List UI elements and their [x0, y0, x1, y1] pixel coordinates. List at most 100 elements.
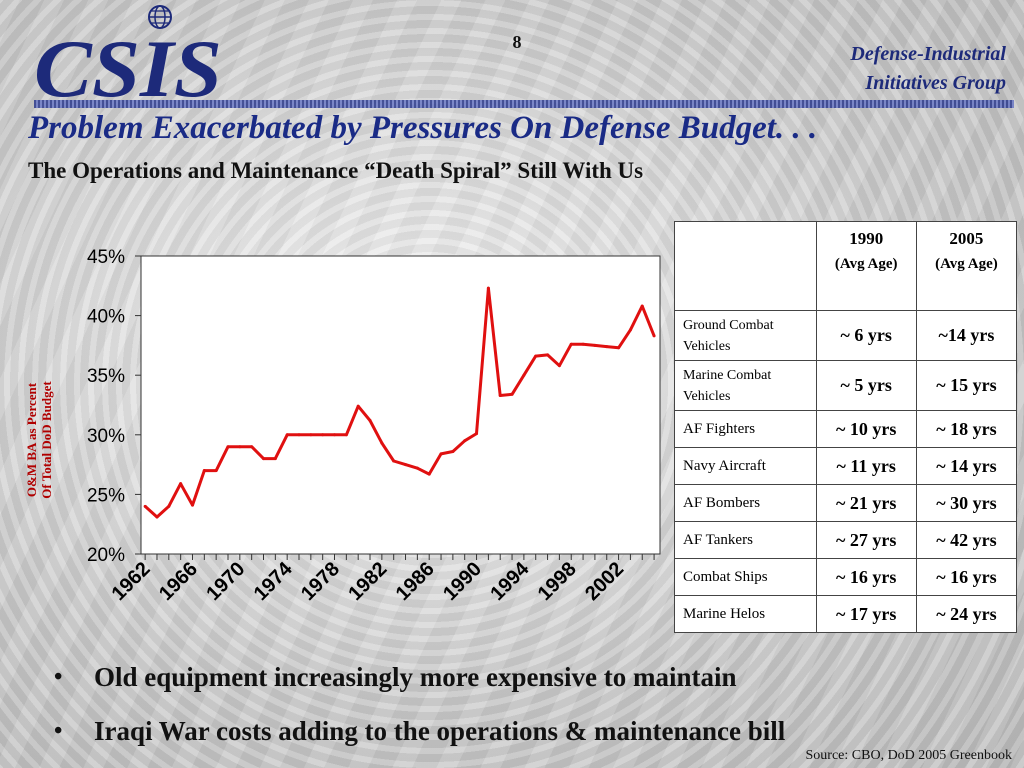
row-value-2005: ~ 14 yrs — [915, 447, 1018, 485]
header-1990-sub: (Avg Age) — [834, 256, 898, 272]
table-row: Navy Aircraft ~ 11 yrs ~ 14 yrs — [674, 447, 1018, 485]
data-point — [439, 452, 443, 456]
plot-area — [140, 255, 661, 555]
table-row: AF Tankers ~ 27 yrs ~ 42 yrs — [674, 521, 1018, 559]
slide-subtitle: The Operations and Maintenance “Death Sp… — [28, 158, 644, 183]
row-label: AF Bombers — [674, 484, 817, 522]
x-tick-label: 1990 — [439, 558, 486, 605]
row-value-1990: ~ 10 yrs — [815, 410, 917, 448]
data-point — [463, 439, 467, 443]
data-point — [510, 392, 514, 396]
source-note: Source: CBO, DoD 2005 Greenbook — [805, 748, 1012, 763]
page-number: 8 — [512, 32, 522, 52]
y-axis-label: O&M BA as Percent Of Total DoD Budget — [14, 330, 64, 550]
row-label: Ground Combat Vehicles — [674, 310, 817, 361]
data-point — [593, 343, 597, 347]
x-tick-label: 1966 — [155, 558, 202, 605]
bullet-item: • Old equipment increasingly more expens… — [54, 650, 785, 704]
x-tick-label: 1994 — [486, 557, 534, 605]
data-point — [486, 286, 490, 290]
row-value-2005: ~ 18 yrs — [915, 410, 1018, 448]
data-point — [451, 449, 455, 453]
x-tick-label: 1970 — [202, 558, 249, 605]
data-point — [309, 433, 313, 437]
slide-title: Problem Exacerbated by Pressures On Defe… — [28, 110, 818, 146]
data-point — [415, 466, 419, 470]
bullet-list: • Old equipment increasingly more expens… — [54, 650, 785, 758]
group-name-line1: Defense-Industrial — [850, 43, 1006, 65]
y-tick-label: 20% — [87, 545, 125, 566]
row-value-1990: ~ 5 yrs — [815, 360, 917, 411]
data-point — [321, 433, 325, 437]
y-axis: 20% 25% 30% 35% 40% 45% — [87, 247, 141, 566]
row-value-1990: ~ 27 yrs — [815, 521, 917, 559]
data-point — [475, 432, 479, 436]
data-point — [285, 433, 289, 437]
row-value-1990: ~ 21 yrs — [815, 484, 917, 522]
row-value-1990: ~ 11 yrs — [815, 447, 917, 485]
logo-text: CSIS — [34, 23, 222, 104]
row-label: Marine Combat Vehicles — [674, 360, 817, 411]
bullet-text: Iraqi War costs adding to the operations… — [94, 716, 786, 746]
header-1990: 1990 (Avg Age) — [815, 221, 917, 311]
group-name: Defense-Industrial Initiatives Group — [850, 40, 1006, 98]
y-tick-label: 35% — [87, 366, 125, 387]
row-value-2005: ~14 yrs — [915, 310, 1018, 361]
table-header-row: 1990 (Avg Age) 2005 (Avg Age) — [674, 221, 1018, 311]
data-point — [380, 441, 384, 445]
data-point — [392, 459, 396, 463]
data-point — [297, 433, 301, 437]
table-row: AF Bombers ~ 21 yrs ~ 30 yrs — [674, 484, 1018, 522]
x-tick-label: 1978 — [297, 558, 344, 605]
data-point — [581, 342, 585, 346]
y-tick-label: 40% — [87, 307, 125, 328]
data-point — [202, 469, 206, 473]
row-label: AF Fighters — [674, 410, 817, 448]
x-tick-label: 1986 — [392, 558, 439, 605]
row-label: AF Tankers — [674, 521, 817, 559]
data-point — [273, 457, 277, 461]
om-series-line — [144, 286, 656, 519]
data-point — [404, 463, 408, 467]
header-1990-year: 1990 — [849, 229, 884, 248]
data-point — [628, 328, 632, 332]
data-point — [179, 482, 183, 486]
equipment-age-table: 1990 (Avg Age) 2005 (Avg Age) Ground Com… — [674, 221, 1018, 633]
data-point — [356, 404, 360, 408]
data-point — [498, 393, 502, 397]
row-value-1990: ~ 6 yrs — [815, 310, 917, 361]
table-row: Combat Ships ~ 16 yrs ~ 16 yrs — [674, 558, 1018, 596]
x-axis: 1962 1966 1970 1974 1978 1982 1986 1990 1994 1998… — [108, 554, 655, 605]
row-label: Marine Helos — [674, 595, 817, 633]
row-label: Navy Aircraft — [674, 447, 817, 485]
data-point — [368, 418, 372, 422]
data-point — [143, 504, 147, 508]
table-row: Ground Combat Vehicles ~ 6 yrs ~14 yrs — [674, 310, 1018, 361]
header-2005-sub: (Avg Age) — [935, 256, 998, 272]
y-tick-label: 30% — [87, 426, 125, 447]
group-name-line2: Initiatives Group — [865, 72, 1006, 94]
data-point — [605, 345, 609, 349]
y-axis-label-line2: Of Total DoD Budget — [39, 381, 54, 499]
header-rule — [34, 100, 1014, 108]
row-value-2005: ~ 24 yrs — [915, 595, 1018, 633]
y-tick-label: 25% — [87, 485, 125, 506]
data-point — [652, 334, 656, 338]
data-point — [546, 353, 550, 357]
header-2005-year: 2005 — [949, 229, 984, 248]
bullet-dot: • — [54, 664, 63, 690]
row-value-1990: ~ 17 yrs — [815, 595, 917, 633]
header-2005: 2005 (Avg Age) — [915, 221, 1018, 311]
om-budget-line-chart: 20% 25% 30% 35% 40% 45% 1962 1966 1970 1974 1978 1… — [87, 247, 661, 605]
data-point — [155, 515, 159, 519]
data-point — [167, 504, 171, 508]
x-tick-label: 1982 — [344, 558, 391, 605]
data-point — [427, 472, 431, 476]
y-tick-label: 45% — [87, 247, 125, 268]
data-point — [226, 445, 230, 449]
data-point — [214, 469, 218, 473]
header-empty — [674, 221, 817, 311]
x-tick-label: 1974 — [250, 557, 298, 605]
data-point — [250, 445, 254, 449]
table-row: Marine Helos ~ 17 yrs ~ 24 yrs — [674, 595, 1018, 633]
